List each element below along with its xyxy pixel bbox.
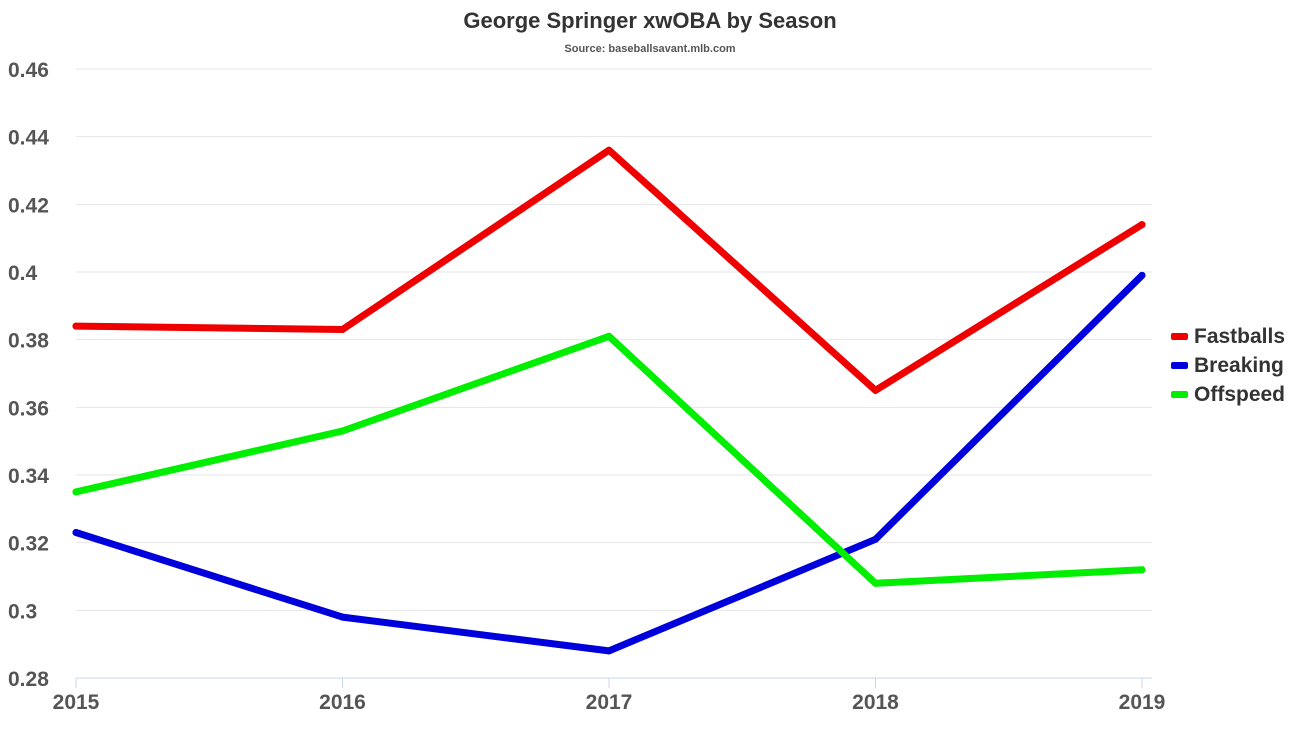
legend-label: Fastballs [1194,324,1286,348]
data-point-offspeed [339,427,346,435]
legend: Fastballs Breaking Offspeed [1171,322,1285,409]
x-tick-label: 2018 [852,691,899,714]
x-tick-label: 2016 [319,691,366,714]
y-tick-label: 0.46 [8,59,49,82]
x-tick-label: 2015 [53,691,100,714]
data-point-fastballs [339,326,346,334]
y-tick-label: 0.38 [8,330,49,353]
legend-swatch [1171,362,1188,369]
y-tick-label: 0.3 [8,600,37,623]
legend-label: Offspeed [1194,382,1286,406]
data-point-offspeed [872,579,879,587]
y-tick-label: 0.36 [8,397,49,420]
data-point-breaking [605,647,613,655]
legend-item-fastballs[interactable]: Fastballs [1171,322,1285,351]
series-line-breaking [72,271,1146,655]
y-tick-label: 0.32 [8,533,49,556]
data-point-fastballs [1138,221,1146,229]
data-point-breaking [339,613,346,621]
legend-swatch [1171,333,1188,340]
data-point-offspeed [605,332,613,340]
data-point-offspeed [72,488,80,496]
y-tick-label: 0.42 [8,194,49,217]
legend-item-breaking[interactable]: Breaking [1171,351,1285,380]
chart-subtitle: Source: baseballsavant.mlb.com [564,43,736,55]
y-tick-label: 0.34 [8,465,49,488]
y-tick-label: 0.28 [8,668,49,691]
chart-title: George Springer xwOBA by Season [463,8,837,33]
x-tick-label: 2019 [1119,691,1166,714]
data-point-breaking [72,529,80,537]
x-tick-label: 2017 [586,691,633,714]
y-tick-label: 0.4 [8,262,38,285]
legend-label: Breaking [1194,353,1284,377]
data-point-offspeed [1138,566,1146,574]
data-point-fastballs [72,322,80,330]
data-point-fastballs [872,386,879,394]
series-line-offspeed [72,332,1146,587]
data-point-fastballs [605,146,613,154]
series-line-fastballs [72,146,1146,394]
legend-swatch [1171,391,1188,398]
data-point-breaking [1138,271,1146,279]
data-point-breaking [872,535,879,543]
y-tick-label: 0.44 [8,127,49,150]
legend-item-offspeed[interactable]: Offspeed [1171,380,1285,409]
